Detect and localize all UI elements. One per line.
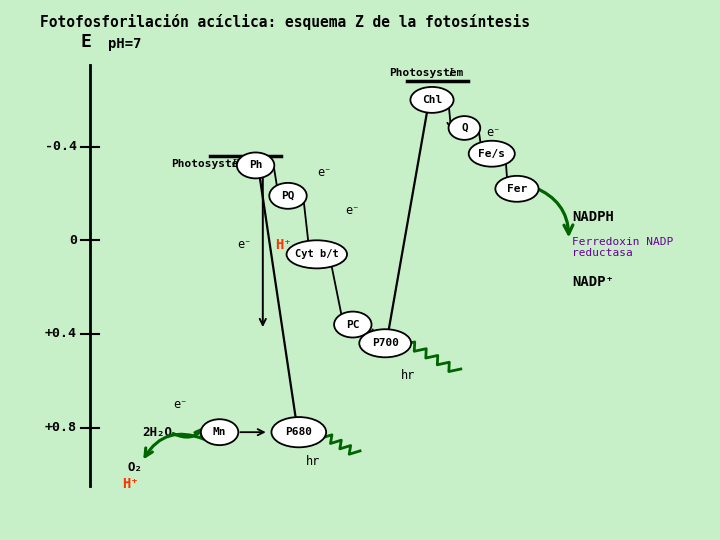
Text: H⁺: H⁺ [122, 477, 139, 491]
Text: NADP⁺: NADP⁺ [572, 275, 614, 289]
Text: Fe/s: Fe/s [478, 148, 505, 159]
Text: PQ: PQ [282, 191, 294, 201]
Text: P680: P680 [285, 427, 312, 437]
Ellipse shape [271, 417, 326, 447]
Ellipse shape [269, 183, 307, 209]
Text: I: I [449, 69, 453, 78]
Text: Q: Q [461, 123, 468, 133]
Ellipse shape [359, 329, 411, 357]
Text: hr: hr [400, 369, 415, 382]
Text: e⁻: e⁻ [346, 204, 360, 217]
Text: H⁺: H⁺ [275, 238, 292, 252]
Ellipse shape [334, 312, 372, 338]
Ellipse shape [410, 87, 454, 113]
Text: Ph: Ph [249, 160, 262, 171]
Text: e⁻: e⁻ [486, 126, 500, 139]
Text: 0: 0 [69, 234, 77, 247]
Text: Chl: Chl [422, 95, 442, 105]
Ellipse shape [495, 176, 539, 202]
Text: -0.4: -0.4 [45, 140, 77, 153]
Text: e⁻: e⁻ [238, 239, 252, 252]
Ellipse shape [201, 419, 238, 445]
Text: Fotofosforilación acíclica: esquema Z de la fotosíntesis: Fotofosforilación acíclica: esquema Z de… [40, 14, 530, 30]
Text: II: II [231, 159, 240, 169]
Text: Photosystem: Photosystem [171, 159, 246, 169]
Text: PC: PC [346, 320, 359, 329]
Text: NADPH: NADPH [572, 210, 614, 224]
Text: e⁻: e⁻ [173, 397, 187, 410]
Text: Photosystem: Photosystem [389, 69, 463, 78]
Text: 2H₂O: 2H₂O [142, 426, 172, 438]
Text: O₂: O₂ [127, 461, 143, 474]
Text: Fer: Fer [507, 184, 527, 194]
Text: e⁻: e⁻ [317, 166, 331, 179]
Ellipse shape [449, 116, 480, 140]
Text: +0.8: +0.8 [45, 421, 77, 434]
Text: E: E [81, 33, 92, 51]
Ellipse shape [469, 141, 515, 167]
Text: Ferredoxin NADP
reductasa: Ferredoxin NADP reductasa [572, 237, 674, 258]
Ellipse shape [237, 152, 274, 178]
Ellipse shape [287, 240, 347, 268]
Text: Cyt b/t: Cyt b/t [295, 249, 338, 259]
Text: P700: P700 [372, 338, 399, 348]
Text: +0.4: +0.4 [45, 327, 77, 340]
Text: pH=7: pH=7 [108, 37, 142, 51]
Text: Mn: Mn [213, 427, 226, 437]
Text: hr: hr [305, 455, 320, 468]
